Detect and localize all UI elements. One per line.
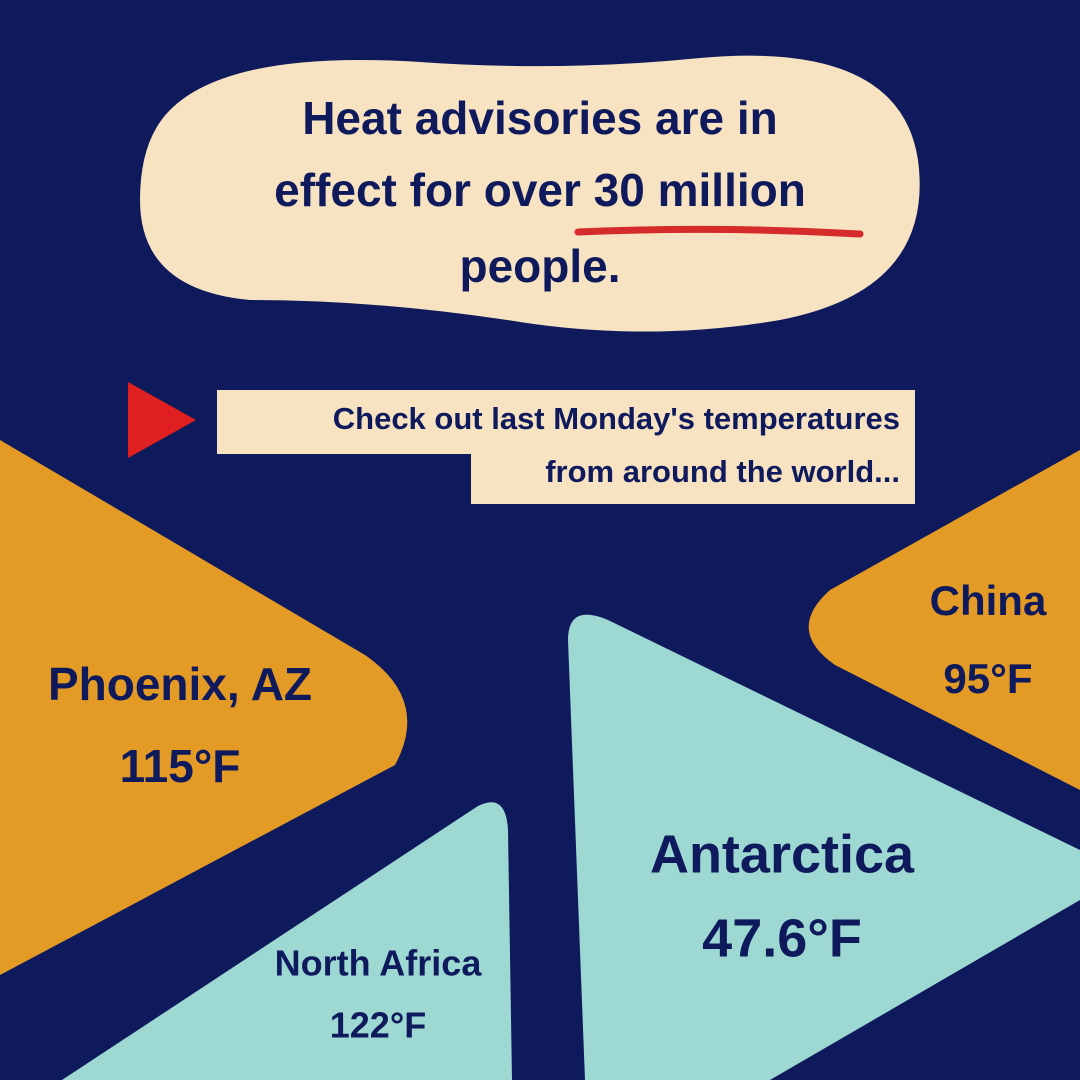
highlight-underline [574,225,864,238]
location-temperature: 95°F [943,655,1032,702]
headline-line: people. [459,240,620,292]
headline-line: effect for over 30 million [274,164,806,216]
headline-highlight: 30 million [594,164,806,216]
headline-bubble [140,55,920,332]
headline-line: Heat advisories are in [302,92,778,144]
phoenix-shape [0,440,408,975]
location-temperature: 47.6°F [702,908,862,968]
location-name: China [930,577,1047,624]
location-name: Antarctica [650,824,915,884]
intro-line: Check out last Monday's temperatures [333,401,900,436]
antarctica-shape [568,614,1080,1080]
location-name: North Africa [275,943,483,984]
intro-box [471,452,915,504]
arrow-icon [128,382,196,458]
location-name: Phoenix, AZ [48,658,312,710]
location-temperature: 115°F [120,740,241,792]
intro-box [217,390,915,454]
headline-text: effect for over [274,164,581,216]
china-shape [808,450,1080,790]
intro-line: from around the world... [545,454,900,489]
north-africa-shape [62,802,512,1080]
location-temperature: 122°F [330,1005,426,1046]
